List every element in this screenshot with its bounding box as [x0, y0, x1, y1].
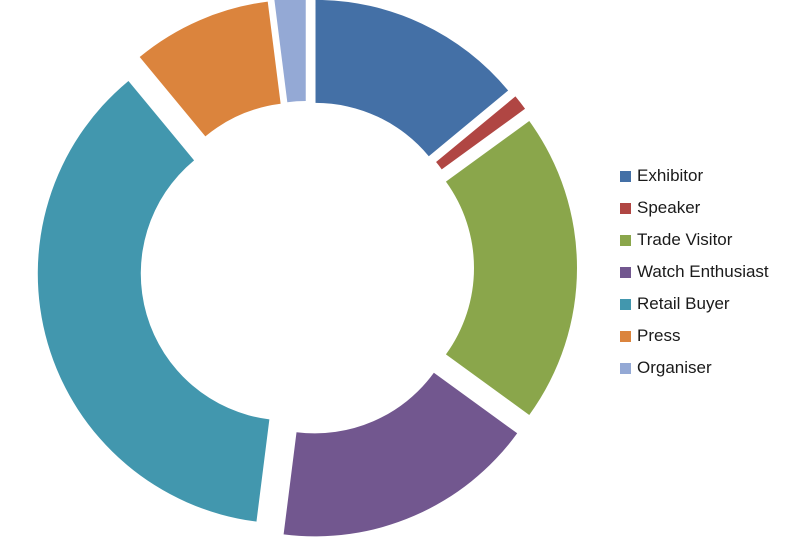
legend-swatch — [620, 170, 631, 182]
legend-item-retail-buyer: Retail Buyer — [620, 288, 795, 320]
slice-trade-visitor — [445, 121, 578, 415]
legend-swatch — [620, 298, 631, 310]
legend-item-press: Press — [620, 320, 795, 352]
legend-swatch — [620, 202, 631, 214]
legend-item-speaker: Speaker — [620, 192, 795, 224]
legend-label: Trade Visitor — [637, 230, 733, 249]
legend-swatch — [620, 234, 631, 246]
legend-item-organiser: Organiser — [620, 352, 795, 384]
legend-swatch — [620, 362, 631, 374]
legend-label: Speaker — [637, 198, 701, 217]
slice-organiser — [274, 0, 306, 103]
slice-retail-buyer — [37, 80, 270, 522]
legend: Exhibitor Speaker Trade Visitor Watch Enthu… — [620, 160, 795, 384]
legend-label: Watch Enthusiast — [637, 262, 769, 281]
legend-swatch — [620, 266, 631, 278]
slice-watch-enthusiast — [283, 372, 518, 537]
legend-item-trade-visitor: Trade Visitor — [620, 224, 795, 256]
legend-label: Retail Buyer — [637, 294, 730, 313]
legend-item-watch-enthusiast: Watch Enthusiast — [620, 256, 795, 288]
legend-label: Exhibitor — [637, 166, 704, 185]
legend-item-exhibitor: Exhibitor — [620, 160, 795, 192]
slice-press — [139, 1, 281, 137]
legend-label: Press — [637, 326, 681, 345]
legend-label: Organiser — [637, 358, 712, 377]
slice-speaker — [436, 96, 526, 170]
legend-swatch — [620, 330, 631, 342]
slice-exhibitor — [315, 0, 509, 157]
